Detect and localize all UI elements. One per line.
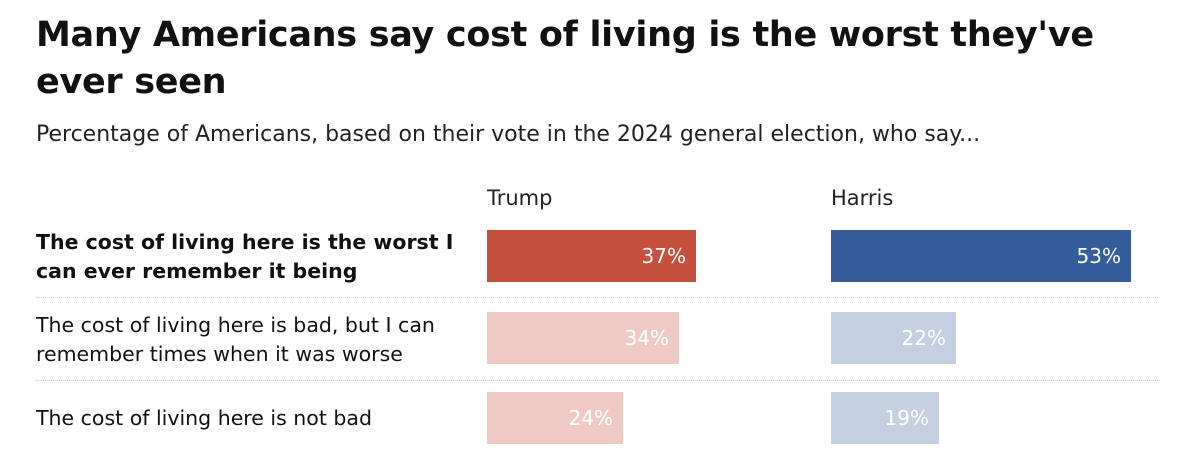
row-divider — [36, 380, 1160, 381]
bar-value-label: 53% — [1076, 244, 1121, 268]
bar-harris-3: 19% — [831, 392, 939, 444]
bar-harris-1: 53% — [831, 230, 1131, 282]
bar-trump-3: 24% — [487, 392, 623, 444]
bar-trump-2: 34% — [487, 312, 679, 364]
bar-value-label: 37% — [641, 244, 686, 268]
bar-value-label: 22% — [901, 326, 946, 350]
row-label-not-bad: The cost of living here is not bad — [36, 405, 372, 430]
row-divider — [36, 297, 1160, 298]
bar-value-label: 34% — [624, 326, 669, 350]
chart-subtitle: Percentage of Americans, based on their … — [36, 122, 981, 147]
column-header-harris: Harris — [831, 186, 894, 210]
column-header-trump: Trump — [487, 186, 553, 210]
bar-value-label: 24% — [568, 406, 613, 430]
bar-harris-2: 22% — [831, 312, 956, 364]
bar-value-label: 19% — [884, 406, 929, 430]
row-label-worst-ever: The cost of living here is the worst I c… — [36, 230, 454, 283]
chart-title: Many Americans say cost of living is the… — [36, 15, 1094, 102]
row-label-bad-but-worse-before: The cost of living here is bad, but I ca… — [36, 313, 435, 366]
bar-trump-1: 37% — [487, 230, 696, 282]
